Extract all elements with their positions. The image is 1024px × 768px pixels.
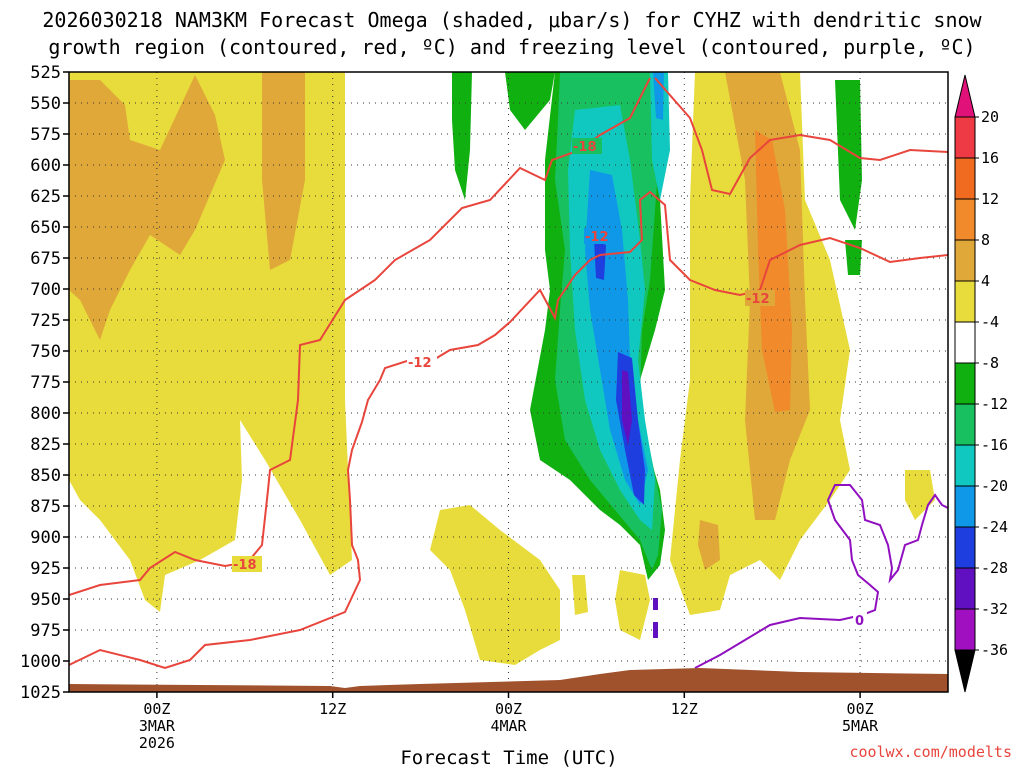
- colorbar-segment: [954, 444, 976, 487]
- y-tick-label: 525: [30, 63, 61, 83]
- omega-region-8-mid: [262, 72, 305, 270]
- y-tick-label: 550: [30, 94, 61, 114]
- colorbar-label: -4: [981, 313, 999, 331]
- y-tick-label: 700: [30, 280, 61, 300]
- purple-contours: [694, 484, 948, 669]
- omega-region-8-late-small: [698, 520, 720, 570]
- terrain-surface: [69, 668, 948, 692]
- omega-region-12-late: [755, 130, 792, 412]
- omega-region-8-west: [69, 75, 225, 340]
- colorbar-label: 8: [981, 231, 990, 249]
- y-tick-label: 800: [30, 404, 61, 424]
- colorbar-label: -24: [981, 518, 1008, 536]
- colorbar-label: -32: [981, 600, 1008, 618]
- omega-region-neg4: [452, 72, 862, 580]
- y-tick-label: 825: [30, 435, 61, 455]
- x-tick-label: 5MAR: [842, 717, 879, 735]
- y-tick-label: 1025: [20, 683, 61, 703]
- colorbar-label: 12: [981, 190, 999, 208]
- colorbar-label: -36: [981, 641, 1008, 659]
- colorbar-segment: [954, 403, 976, 446]
- omega-region-neg16: [585, 72, 664, 505]
- x-tick-label: 00Z: [143, 700, 170, 718]
- contour-label-2: -12: [585, 230, 609, 245]
- omega-region-neg20: [594, 240, 645, 505]
- x-tick-label: 2026: [139, 734, 175, 752]
- y-tick-label: 650: [30, 218, 61, 238]
- contour-label-1: -18: [573, 140, 597, 155]
- colorbar-segment: [954, 157, 976, 200]
- y-tick-label: 600: [30, 156, 61, 176]
- colorbar-label: -16: [981, 436, 1008, 454]
- colorbar-label: -20: [981, 477, 1008, 495]
- colorbar-top-triangle: [954, 74, 976, 118]
- x-tick-label: 00Z: [495, 700, 522, 718]
- colorbar-segment: [954, 239, 976, 282]
- y-tick-label: 675: [30, 249, 61, 269]
- y-tick-label: 625: [30, 187, 61, 207]
- x-tick-label: 4MAR: [490, 717, 527, 735]
- contour-minus18-upper: [69, 77, 651, 596]
- x-tick-label: 12Z: [319, 700, 346, 718]
- omega-region-pos-small1: [615, 570, 650, 640]
- colorbar-label: -28: [981, 559, 1008, 577]
- x-axis-label: Forecast Time (UTC): [400, 747, 617, 768]
- y-tick-label: 950: [30, 590, 61, 610]
- colorbar-label: 4: [981, 272, 990, 290]
- colorbar-label: 20: [981, 108, 999, 126]
- y-tick-label: 875: [30, 497, 61, 517]
- contour-minus12-band: [69, 190, 948, 670]
- credit-text: coolwx.com/modelts: [849, 743, 1012, 761]
- y-tick-label: 925: [30, 559, 61, 579]
- colorbar-segment: [954, 321, 976, 364]
- y-tick-label: 900: [30, 528, 61, 548]
- colorbar-segment: [954, 485, 976, 528]
- omega-region-pos-small2: [572, 575, 588, 615]
- colorbar-segment: [954, 362, 976, 405]
- chart-title-line2: growth region (contoured, red, ºC) and f…: [48, 35, 975, 59]
- colorbar-segment: [954, 526, 976, 569]
- contour-label-purple: 0: [855, 614, 864, 629]
- colorbar-segment: [954, 116, 976, 159]
- colorbar-label: -12: [981, 395, 1008, 413]
- omega-region-neg24: [622, 370, 658, 638]
- y-axis: 525 550 575 600 625 650 675 700 725 750 775 800 825 8…: [20, 63, 69, 703]
- x-tick-label: 12Z: [671, 700, 698, 718]
- colorbar-segment: [954, 198, 976, 241]
- contour-freezing-level: [694, 484, 948, 669]
- colorbar-bottom-triangle: [954, 649, 976, 693]
- y-tick-label: 750: [30, 342, 61, 362]
- colorbar-segment: [954, 608, 976, 651]
- grid-lines: [69, 72, 948, 692]
- contour-label-3: -12: [746, 292, 770, 307]
- x-tick-label: 3MAR: [139, 717, 176, 735]
- colorbar-label: 16: [981, 149, 999, 167]
- chart-title-line1: 2026030218 NAM3KM Forecast Omega (shaded…: [42, 8, 982, 32]
- colorbar-label: -8: [981, 354, 999, 372]
- contour-minus18-late: [654, 77, 948, 196]
- contour-label-5: -18: [233, 558, 257, 573]
- y-tick-label: 775: [30, 373, 61, 393]
- x-tick-label: 00Z: [847, 700, 874, 718]
- contour-labels: -18 -12 -12 -12 -18 0: [232, 138, 867, 629]
- y-tick-label: 725: [30, 311, 61, 331]
- y-tick-label: 850: [30, 466, 61, 486]
- omega-shading: [69, 72, 935, 665]
- contour-label-4: -12: [408, 356, 432, 371]
- y-tick-label: 1000: [20, 652, 61, 672]
- y-tick-label: 575: [30, 125, 61, 145]
- colorbar-segment: [954, 280, 976, 323]
- red-contours: [69, 77, 948, 670]
- omega-region-pos-mid: [430, 505, 560, 665]
- y-tick-label: 975: [30, 621, 61, 641]
- colorbar-segment: [954, 567, 976, 610]
- colorbar: 20 16 12 8 4 -4 -8 -12 -16 -20 -24 -28 -32 -36: [954, 74, 1008, 693]
